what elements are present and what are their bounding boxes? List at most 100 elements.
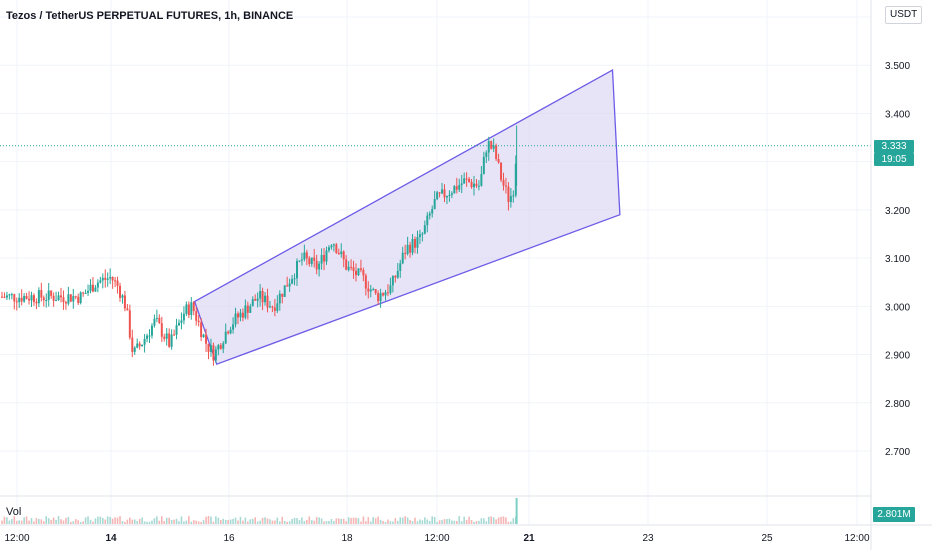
- volume-bar: [170, 519, 173, 524]
- candle-body: [382, 293, 385, 296]
- volume-bar: [515, 498, 518, 524]
- volume-bar: [291, 519, 293, 524]
- candle-body: [357, 268, 360, 276]
- volume-bar: [239, 516, 242, 524]
- candle-body: [155, 317, 158, 319]
- volume-bar: [50, 519, 52, 524]
- candle-body: [259, 291, 262, 299]
- candle-body: [8, 294, 11, 296]
- candle-body: [411, 238, 414, 253]
- volume-bar: [382, 520, 384, 524]
- channel-drawing[interactable]: [193, 68, 621, 366]
- price-axis[interactable]: 3.6003.5003.4003.3003.2003.1003.0002.900…: [885, 13, 910, 458]
- volume-bar: [97, 516, 99, 524]
- candle-body: [187, 304, 190, 315]
- volume-bar: [84, 517, 87, 524]
- candle-body: [286, 285, 289, 287]
- candle-body: [222, 343, 225, 349]
- volume-bar: [389, 521, 392, 524]
- volume-bar: [458, 516, 461, 524]
- time-axis[interactable]: 12:00 14 16 18 12:00 21 23 25 12:00: [4, 533, 869, 544]
- candle-body: [480, 174, 483, 186]
- candle-body: [490, 141, 493, 149]
- volume-bar: [67, 517, 70, 524]
- volume-bar: [335, 518, 338, 524]
- volume-bar: [414, 517, 416, 524]
- candle-body: [104, 277, 107, 280]
- volume-bar: [431, 516, 434, 524]
- volume-bar: [271, 520, 274, 524]
- volume-bar: [323, 521, 325, 524]
- volume-bar: [212, 521, 215, 524]
- volume-bar: [55, 519, 57, 524]
- candle-body: [143, 338, 146, 345]
- candle-body: [20, 297, 23, 302]
- volume-bar: [478, 520, 480, 524]
- volume-bar: [197, 521, 200, 524]
- candle-body: [237, 313, 239, 318]
- volume-bar: [264, 517, 266, 524]
- y-tick-label: 3.400: [885, 109, 910, 120]
- candle-body: [369, 289, 372, 292]
- x-tick-label: 12:00: [844, 533, 869, 544]
- volume-bar: [173, 519, 175, 524]
- volume-bar: [180, 516, 183, 524]
- volume-bar: [318, 517, 320, 524]
- volume-bar: [156, 516, 158, 524]
- currency-badge[interactable]: USDT: [885, 6, 923, 24]
- volume-bar: [188, 516, 190, 524]
- candle-body: [268, 306, 271, 308]
- candle-body: [283, 285, 286, 297]
- candle-body: [342, 251, 345, 260]
- candle-body: [355, 270, 357, 276]
- y-tick-label: 3.200: [885, 206, 910, 217]
- candle-body: [30, 295, 33, 301]
- volume-bar: [207, 516, 210, 524]
- candle-body: [450, 193, 453, 195]
- volume-bar: [374, 518, 377, 524]
- volume-bar: [15, 520, 18, 524]
- volume-bar: [281, 516, 284, 524]
- volume-bar: [158, 520, 161, 524]
- volume-bar: [163, 521, 166, 524]
- volume-bar: [333, 520, 335, 524]
- candle-body: [249, 306, 252, 313]
- volume-bar: [229, 519, 232, 524]
- volume-bar: [283, 520, 286, 524]
- candle-body: [99, 280, 102, 283]
- volume-bar: [219, 520, 222, 524]
- volume-bar: [345, 521, 347, 524]
- candle-body: [219, 345, 222, 349]
- candle-body: [234, 313, 237, 325]
- candle-body: [1, 296, 3, 298]
- candle-body: [18, 297, 21, 303]
- volume-bar: [143, 521, 146, 524]
- volume-bar: [160, 516, 163, 524]
- volume-bar: [485, 521, 488, 524]
- volume-bar: [25, 516, 28, 524]
- volume-bar: [463, 516, 465, 524]
- candle-body: [487, 141, 490, 153]
- volume-bar: [178, 521, 180, 524]
- candle-body: [325, 250, 328, 262]
- volume-bar: [320, 518, 323, 524]
- volume-bar: [387, 519, 389, 524]
- volume-bar: [379, 519, 382, 524]
- candle-body: [126, 308, 129, 311]
- candle-body: [264, 295, 267, 303]
- volume-bar: [396, 520, 399, 524]
- candle-body: [404, 252, 407, 254]
- candle-body: [463, 178, 466, 184]
- volume-bar: [224, 519, 227, 524]
- y-tick-label: 3.100: [885, 254, 910, 265]
- volume-bar: [234, 517, 237, 524]
- candle-body: [296, 261, 298, 279]
- volume-bar: [70, 521, 72, 524]
- candle-body: [332, 244, 335, 246]
- candle-body: [168, 333, 171, 347]
- candle-body: [101, 277, 104, 281]
- candle-body: [414, 238, 416, 248]
- candle-body: [32, 295, 35, 302]
- candle-body: [261, 291, 264, 303]
